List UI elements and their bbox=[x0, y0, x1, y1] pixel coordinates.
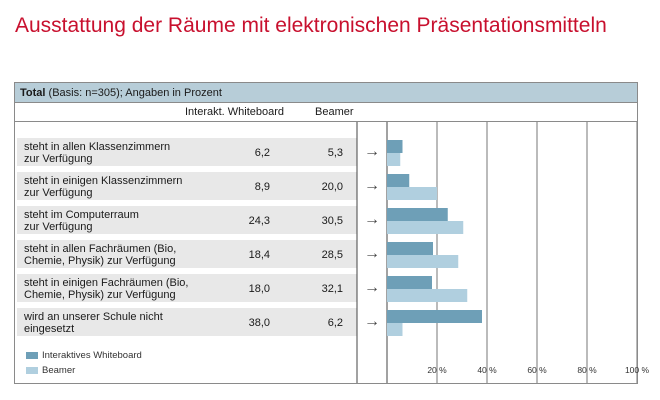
chart-title: Ausstattung der Räume mit elektronischen… bbox=[15, 14, 607, 37]
total-label: Total bbox=[20, 87, 46, 99]
x-tick-label: 60 % bbox=[527, 365, 547, 375]
bar-beamer bbox=[387, 323, 403, 336]
bar-whiteboard bbox=[387, 208, 448, 221]
row-label-line: zur Verfügung bbox=[24, 153, 93, 165]
arrow-icon: → bbox=[364, 313, 380, 330]
row-label-line: Chemie, Physik) zur Verfügung bbox=[24, 289, 176, 301]
arrow-icon: → bbox=[364, 143, 380, 160]
value-beamer: 28,5 bbox=[321, 249, 343, 261]
column-header-beamer: Beamer bbox=[315, 106, 354, 118]
row-label-line: Chemie, Physik) zur Verfügung bbox=[24, 255, 176, 267]
bar-whiteboard bbox=[387, 242, 433, 255]
bar-beamer bbox=[387, 187, 437, 200]
column-header-whiteboard: Interakt. Whiteboard bbox=[185, 106, 285, 118]
row-band bbox=[17, 206, 357, 234]
bar-whiteboard bbox=[387, 310, 482, 323]
legend-item-whiteboard: Interaktives Whiteboard bbox=[26, 350, 142, 361]
legend-label-beamer: Beamer bbox=[42, 365, 76, 376]
x-tick-label: 100 % bbox=[624, 365, 650, 375]
value-whiteboard: 18,4 bbox=[248, 249, 270, 261]
value-whiteboard: 18,0 bbox=[248, 283, 270, 295]
row-label-line: eingesetzt bbox=[24, 323, 75, 335]
value-whiteboard: 6,2 bbox=[254, 147, 270, 159]
value-beamer: 30,5 bbox=[321, 215, 343, 227]
arrow-icon: → bbox=[364, 279, 380, 296]
legend-item-beamer: Beamer bbox=[26, 365, 75, 376]
chart-frame: Total (Basis: n=305); Angaben in Prozent… bbox=[14, 82, 649, 384]
legend-swatch-whiteboard bbox=[26, 351, 38, 359]
bar-chart-area bbox=[17, 122, 637, 383]
row-band bbox=[17, 240, 357, 268]
row-label-line: wird an unserer Schule nicht bbox=[24, 311, 163, 323]
bar-whiteboard bbox=[387, 140, 403, 153]
x-tick-label: 80 % bbox=[577, 365, 597, 375]
value-beamer: 32,1 bbox=[321, 283, 343, 295]
row-label: wird an unserer Schule nicht eingesetzt bbox=[24, 311, 224, 335]
column-header-band: Interakt. Whiteboard Beamer bbox=[15, 104, 637, 122]
bar-beamer bbox=[387, 255, 459, 268]
row-band bbox=[17, 308, 357, 336]
row-label: steht im Computerraum zur Verfügung bbox=[24, 209, 224, 233]
row-label-line: zur Verfügung bbox=[24, 187, 93, 199]
legend-swatch-beamer bbox=[26, 366, 38, 374]
value-beamer: 6,2 bbox=[327, 317, 343, 329]
value-beamer: 20,0 bbox=[321, 181, 343, 193]
bar-beamer bbox=[387, 289, 468, 302]
x-tick-label: 40 % bbox=[477, 365, 497, 375]
bar-whiteboard bbox=[387, 276, 432, 289]
row-band bbox=[17, 138, 357, 166]
arrow-icon: → bbox=[364, 177, 380, 194]
table-header-band: Total (Basis: n=305); Angaben in Prozent bbox=[15, 83, 637, 103]
x-tick-label: 20 % bbox=[427, 365, 447, 375]
row-label-line: zur Verfügung bbox=[24, 221, 93, 233]
bar-beamer bbox=[387, 221, 464, 234]
bar-beamer bbox=[387, 153, 401, 166]
value-whiteboard: 38,0 bbox=[248, 317, 270, 329]
row-band bbox=[17, 274, 357, 302]
row-label: steht in allen Klassenzimmern zur Verfügu… bbox=[24, 141, 224, 165]
row-label-line: steht in einigen Klassenzimmern bbox=[24, 175, 183, 187]
row-label: steht in einigen Fachräumen (Bio, Chemie,… bbox=[24, 277, 224, 301]
value-beamer: 5,3 bbox=[327, 147, 343, 159]
row-label: steht in einigen Klassenzimmern zur Verfü… bbox=[24, 175, 224, 199]
row-label: steht in allen Fachräumen (Bio, Chemie, P… bbox=[24, 243, 224, 267]
row-label-line: steht in allen Klassenzimmern bbox=[24, 141, 171, 153]
row-label-line: steht in allen Fachräumen (Bio, bbox=[24, 243, 177, 255]
value-whiteboard: 8,9 bbox=[254, 181, 270, 193]
value-whiteboard: 24,3 bbox=[248, 215, 270, 227]
arrow-icon: → bbox=[364, 211, 380, 228]
bar-whiteboard bbox=[387, 174, 410, 187]
row-label-line: steht in einigen Fachräumen (Bio, bbox=[24, 277, 189, 289]
legend-label-whiteboard: Interaktives Whiteboard bbox=[42, 350, 142, 361]
basis-text: (Basis: n=305); Angaben in Prozent bbox=[48, 87, 222, 99]
row-label-line: steht im Computerraum bbox=[24, 209, 139, 221]
arrow-icon: → bbox=[364, 245, 380, 262]
row-band bbox=[17, 172, 357, 200]
